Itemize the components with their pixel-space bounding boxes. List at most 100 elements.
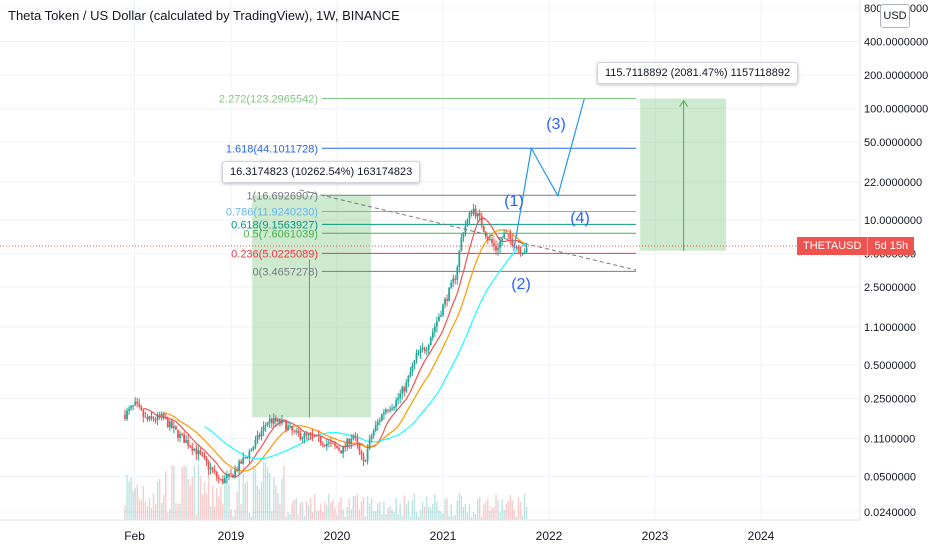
volume-bar [144, 501, 147, 520]
drawings[interactable]: (1) (2) (3) (4) [0, 98, 860, 293]
candle [283, 418, 285, 422]
candle [415, 349, 418, 364]
price-tick-label: 1.1000000 [864, 322, 916, 334]
candle [495, 240, 497, 255]
volume-bar [487, 498, 489, 520]
candle [187, 434, 190, 450]
wave-label[interactable]: (3) [546, 116, 566, 133]
wave-label[interactable]: (4) [570, 210, 590, 227]
volume-bar [322, 511, 324, 520]
candle [464, 220, 467, 237]
candle [376, 418, 379, 431]
volume-bar [452, 516, 454, 520]
candle [440, 310, 442, 318]
projection-boxes[interactable] [252, 98, 727, 418]
candle [425, 346, 428, 356]
candle [340, 450, 342, 454]
volume-bar [156, 481, 159, 520]
volume-bar [191, 477, 193, 520]
candle [246, 456, 249, 460]
candle [499, 237, 501, 254]
candle [509, 229, 512, 245]
candle [260, 427, 263, 441]
volume-bar [425, 496, 428, 520]
candle [501, 235, 504, 246]
candle [458, 249, 461, 273]
candle [221, 475, 224, 485]
fib-level[interactable]: 0(3.4657278) [253, 266, 636, 278]
fib-level[interactable]: 1.618(44.1011728) [226, 143, 636, 155]
fib-level[interactable]: 0.236(5.0225089) [231, 248, 636, 260]
volume-bar [234, 509, 236, 520]
fibonacci-levels[interactable]: 2.272(123.2965542) 1.618(44.1011728) 1(16.… [219, 93, 636, 278]
candle [362, 452, 365, 466]
volume-bar [326, 504, 328, 520]
candle [281, 415, 283, 426]
fib-level[interactable]: 0.5(7.6061039) [243, 228, 636, 240]
volume-bar [344, 516, 346, 520]
volume-bar [513, 509, 516, 520]
projection-box-left[interactable] [252, 195, 371, 418]
candle [226, 470, 228, 484]
candle [486, 235, 489, 245]
volume-bar [150, 507, 153, 520]
candle [254, 435, 257, 450]
volume-bar [377, 503, 379, 520]
price-tick-label: 10.0000000 [864, 215, 922, 227]
candle [431, 328, 434, 341]
wave-label[interactable]: (2) [511, 276, 531, 293]
volume-bar [332, 499, 334, 520]
volume-bar [142, 485, 145, 520]
candle [411, 362, 414, 376]
wave-projection-path[interactable] [513, 98, 585, 251]
volume-bar [366, 496, 369, 520]
volume-bar [311, 512, 314, 520]
candle [297, 426, 300, 437]
candle [191, 442, 194, 455]
projection-callout-left[interactable]: 16.3174823 (10262.54%) 163174823 [222, 161, 421, 183]
candle [158, 411, 161, 420]
candle [462, 231, 465, 242]
fib-level[interactable]: 2.272(123.2965542) [219, 93, 636, 105]
candle [152, 416, 155, 422]
volume-bar [324, 501, 326, 520]
volume-bar [295, 498, 297, 520]
candle [401, 385, 404, 400]
candle [497, 242, 499, 256]
candle [478, 209, 481, 221]
candle [446, 294, 448, 307]
fib-level[interactable]: 0.786(11.9240230) [226, 207, 636, 219]
candle [372, 428, 375, 439]
candle [262, 421, 265, 437]
candle [258, 432, 261, 440]
volume-bar [291, 502, 293, 520]
volume-bar [432, 503, 434, 520]
trend-line[interactable] [299, 189, 637, 271]
candle [354, 431, 357, 441]
volume-bar [232, 516, 234, 520]
moving-average-line [204, 242, 527, 460]
time-tick-label: Feb [124, 529, 145, 543]
volume-bar [224, 473, 226, 520]
fib-level[interactable]: 1(16.6926907) [246, 190, 636, 202]
volume-bar [185, 466, 187, 520]
time-axis[interactable]: Feb 2019 2020 2021 2022 2023 2024 [0, 519, 860, 543]
time-tick-label: 2020 [324, 529, 351, 543]
wave-label[interactable]: (1) [504, 193, 524, 210]
volume-bar [456, 500, 458, 520]
candle [454, 275, 457, 285]
projection-box-right[interactable] [640, 98, 727, 251]
candle [450, 279, 453, 290]
candle [380, 413, 383, 422]
candle [201, 451, 204, 457]
candle [421, 342, 424, 353]
candle [419, 345, 422, 360]
volume-bar [207, 461, 210, 520]
currency-button[interactable]: USD [880, 4, 910, 28]
fib-level[interactable]: 0.618(9.1563927) [231, 219, 636, 231]
candle [429, 336, 432, 346]
projection-callout-top[interactable]: 115.7118892 (2081.47%) 1157118892 [597, 62, 799, 84]
volume-bar [472, 511, 475, 520]
price-axis[interactable]: 800.0000000400.0000000200.0000000100.000… [859, 0, 928, 520]
